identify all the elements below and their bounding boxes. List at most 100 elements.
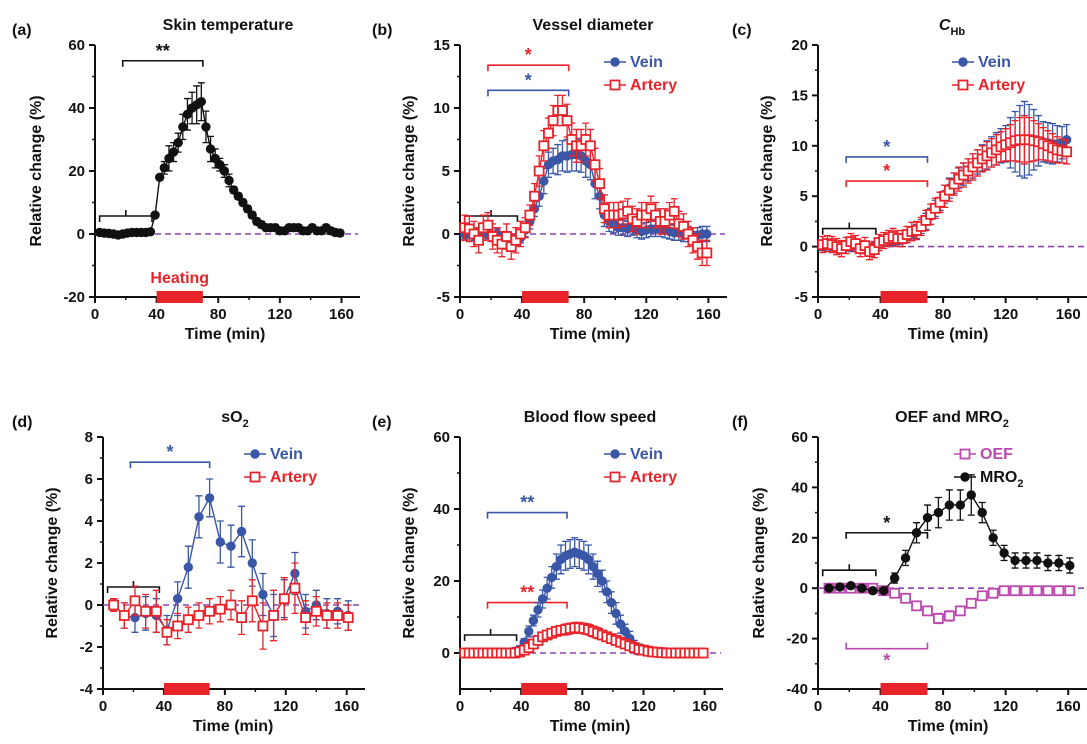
data-point [519, 222, 531, 234]
data-point [310, 605, 322, 617]
data-point [182, 109, 193, 120]
data-point [539, 176, 549, 186]
data-point [204, 493, 215, 503]
data-point [911, 528, 922, 538]
chart-title: OEF and MRO2 [895, 409, 1009, 430]
data-point [998, 585, 1010, 597]
data-point [987, 587, 999, 599]
panel-label: (a) [12, 22, 32, 39]
data-point [524, 626, 534, 637]
data-point [215, 537, 225, 547]
significance-stars: * [883, 651, 890, 671]
x-tick-label: 0 [456, 306, 464, 323]
data-point [155, 172, 165, 183]
data-point [1032, 555, 1042, 566]
x-tick-label: 160 [334, 698, 359, 715]
data-point [228, 185, 239, 195]
data-point [529, 190, 540, 202]
significance-bracket [486, 511, 568, 519]
y-tick-label: 20 [433, 573, 450, 590]
data-point [219, 166, 230, 176]
x-tick-label: 160 [696, 306, 721, 323]
data-point [1054, 558, 1064, 568]
panel-c: (c) CHb -5 0 5 10 15 20 0 40 80 120 160 Time (min) Rel… [732, 17, 1087, 343]
legend-marker [610, 449, 620, 459]
data-point [238, 197, 248, 208]
data-point [204, 605, 216, 617]
legend-marker [609, 471, 621, 483]
x-axis-label: Time (min) [550, 326, 631, 343]
heating-period-bar [156, 291, 203, 303]
data-point [247, 558, 257, 568]
data-point [210, 153, 220, 164]
data-point [889, 587, 901, 599]
legend-label: Artery [630, 77, 677, 94]
data-point [615, 619, 626, 629]
heating-period-bar [522, 291, 569, 303]
significance-stars: ** [520, 583, 534, 603]
y-tick-label: 60 [433, 429, 450, 446]
significance-bracket [845, 531, 929, 539]
x-tick-label: 0 [814, 306, 822, 323]
data-point [1031, 585, 1043, 597]
x-tick-label: 80 [574, 698, 591, 715]
x-tick-label: 80 [217, 698, 234, 715]
x-tick-label: 40 [148, 306, 165, 323]
data-point [150, 605, 162, 617]
data-point [943, 610, 955, 622]
x-tick-label: 160 [1056, 306, 1081, 323]
data-point [236, 612, 248, 623]
legend-marker [957, 79, 969, 91]
x-tick-label: 0 [91, 306, 99, 323]
significance-bracket [845, 156, 929, 163]
legend-label: Artery [978, 77, 1025, 94]
y-axis-label: Relative change (%) [759, 95, 776, 246]
y-tick-label: -5 [795, 289, 808, 306]
baseline-bracket [821, 564, 877, 577]
data-point [933, 613, 944, 624]
data-point [868, 586, 878, 596]
x-tick-label: 80 [935, 306, 952, 323]
y-tick-label: 15 [791, 87, 808, 104]
data-point [145, 227, 156, 237]
chart-title: Vessel diameter [533, 17, 654, 34]
chart-title: sO2 [221, 409, 248, 430]
y-tick-label: 0 [442, 645, 450, 662]
heating-label: Heating [150, 270, 209, 287]
baseline-bracket [463, 629, 518, 641]
data-point [965, 597, 977, 609]
x-tick-label: 120 [631, 698, 656, 715]
significance-bracket [487, 64, 570, 72]
data-point [1042, 585, 1054, 597]
x-axis-label: Time (min) [550, 718, 631, 735]
legend-marker [249, 471, 261, 483]
significance-bracket [486, 601, 568, 609]
y-tick-label: 60 [791, 429, 808, 446]
legend-item-vein: Vein [952, 54, 1011, 71]
legend-item-artery: Artery [604, 77, 677, 94]
y-tick-label: -4 [80, 681, 94, 698]
series-vein [817, 100, 1072, 254]
data-point [205, 144, 216, 154]
legend-label: Vein [630, 54, 663, 71]
x-tick-label: 40 [156, 698, 173, 715]
data-point [225, 599, 237, 611]
data-point [900, 553, 911, 563]
data-point [889, 573, 900, 583]
x-tick-label: 40 [513, 698, 530, 715]
data-point [835, 582, 845, 592]
x-tick-label: 0 [456, 698, 464, 715]
x-tick-label: 160 [1056, 698, 1081, 715]
data-point [118, 610, 130, 621]
legend-item-mro2: MRO2 [954, 469, 1023, 490]
y-axis-label: Relative change (%) [751, 487, 768, 638]
data-point [878, 586, 889, 596]
x-tick-label: 160 [329, 306, 354, 323]
legend-item-oef: OEF [954, 446, 1013, 463]
significance-bracket [129, 461, 211, 469]
series-main [94, 82, 345, 240]
data-point [196, 97, 207, 107]
data-point [594, 178, 606, 190]
